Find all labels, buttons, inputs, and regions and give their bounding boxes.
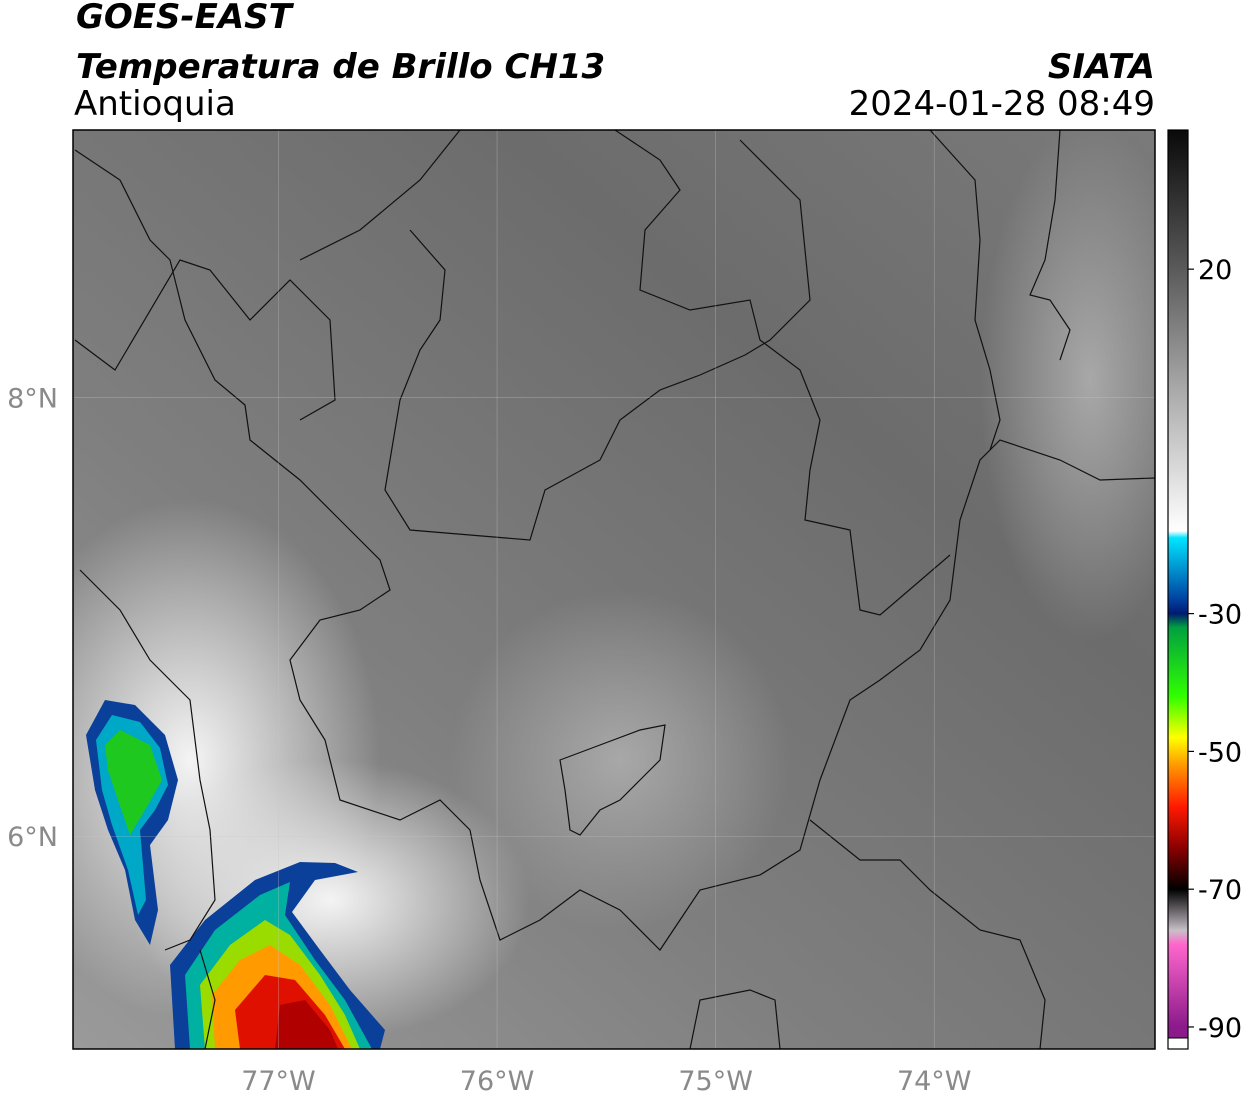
grid (73, 130, 1155, 1049)
boundary (1029, 130, 1071, 361)
boundary (614, 130, 951, 616)
satellite-title: GOES-EAST (76, 0, 295, 37)
boundary (809, 819, 1046, 1049)
cloud-top (275, 1000, 338, 1049)
source-label: SIATA (1048, 47, 1155, 87)
colorbar-tick-label: 20 (1198, 255, 1232, 286)
y-tick-label: 6°N (7, 822, 58, 853)
colorbar-scale (1168, 130, 1188, 1038)
y-tick-label: 8°N (7, 384, 58, 415)
boundary (199, 949, 216, 1049)
datetime-label: 2024-01-28 08:49 (849, 84, 1155, 124)
x-tick-label: 75°W (678, 1066, 753, 1097)
coastline (74, 259, 336, 421)
x-tick-label: 77°W (241, 1066, 316, 1097)
satellite-image (73, 130, 1155, 1049)
x-tick-label: 74°W (897, 1066, 972, 1097)
boundary (74, 149, 1155, 951)
colorbar-tick-label: -50 (1198, 737, 1242, 768)
colorbar-tick-label: -30 (1198, 600, 1242, 631)
cloud-top (105, 730, 162, 835)
colorbar: 20 -30 -50 -70 -90 (1167, 129, 1242, 1050)
boundary (929, 130, 1001, 451)
warm-area (450, 590, 790, 930)
warm-area (980, 130, 1155, 640)
colorbar-under (1167, 1037, 1189, 1050)
colorbar-tick-label: -70 (1198, 875, 1242, 906)
boundary (559, 724, 666, 836)
coastline (79, 569, 216, 951)
product-title: Temperatura de Brillo CH13 (76, 47, 605, 87)
colorbar-frame (1167, 129, 1189, 1050)
map-frame (72, 129, 1156, 1050)
boundary (689, 989, 781, 1049)
colorbar-tick-label: -90 (1198, 1013, 1242, 1044)
boundary (384, 139, 811, 541)
coastline (299, 130, 461, 261)
x-tick-label: 76°W (460, 1066, 535, 1097)
region-label: Antioquia (74, 84, 236, 124)
